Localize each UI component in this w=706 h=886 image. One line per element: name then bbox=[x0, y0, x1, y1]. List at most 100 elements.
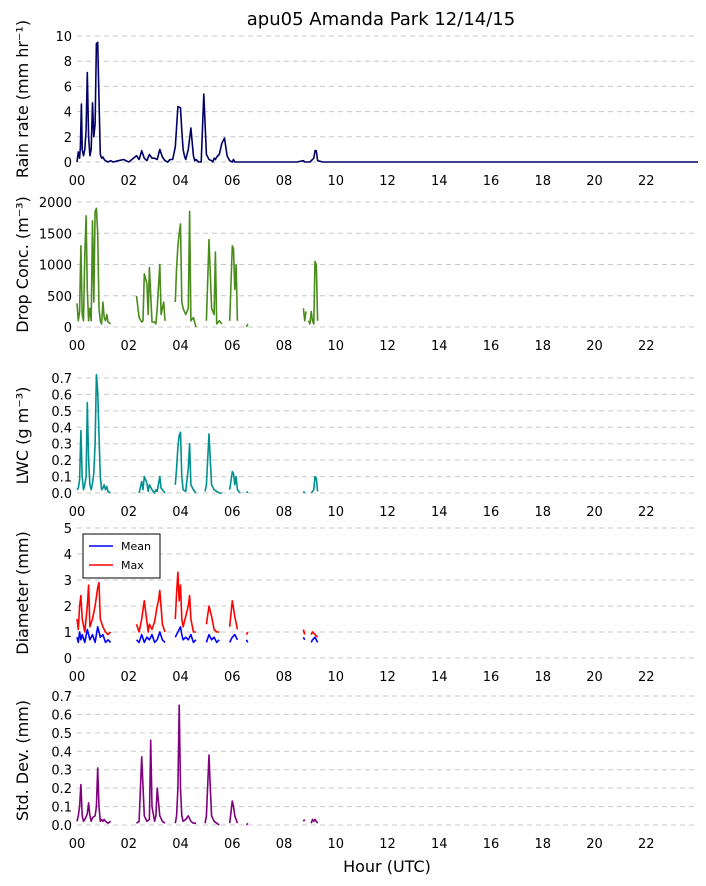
series-line bbox=[302, 490, 306, 494]
y-tick-label: 0.5 bbox=[51, 405, 72, 420]
y-tick-label: 2000 bbox=[39, 196, 72, 211]
x-tick-label: 04 bbox=[172, 174, 189, 189]
y-axis-label: Drop Conc. (m⁻³) bbox=[13, 196, 32, 333]
y-tick-label: 10 bbox=[55, 30, 72, 45]
x-tick-label: 02 bbox=[120, 837, 137, 852]
x-tick-label: 06 bbox=[224, 837, 241, 852]
x-tick-label: 14 bbox=[431, 174, 448, 189]
x-tick-label: 14 bbox=[431, 837, 448, 852]
series-line bbox=[174, 704, 196, 824]
x-tick-label: 08 bbox=[276, 837, 293, 852]
series-line-max bbox=[245, 631, 249, 635]
x-tick-label: 22 bbox=[638, 837, 655, 852]
series-line-mean bbox=[302, 636, 306, 641]
series-line bbox=[245, 490, 249, 494]
y-tick-label: 0 bbox=[64, 156, 72, 171]
x-tick-label: 10 bbox=[327, 670, 344, 685]
x-tick-label: 12 bbox=[379, 339, 396, 354]
x-tick-label: 16 bbox=[483, 670, 500, 685]
y-axis-label: Diameter (mm) bbox=[13, 531, 32, 654]
series-line bbox=[228, 245, 239, 321]
y-axis-label: Rain rate (mm hr⁻¹) bbox=[13, 20, 32, 178]
x-tick-label: 22 bbox=[638, 670, 655, 685]
y-tick-label: 1000 bbox=[39, 259, 72, 274]
series-line bbox=[228, 800, 239, 824]
x-tick-label: 20 bbox=[586, 174, 603, 189]
series-line bbox=[204, 754, 220, 826]
x-tick-label: 12 bbox=[379, 837, 396, 852]
x-tick-label: 14 bbox=[431, 505, 448, 520]
x-tick-label: 02 bbox=[120, 174, 137, 189]
y-tick-label: 0.7 bbox=[51, 690, 72, 705]
x-tick-label: 00 bbox=[69, 670, 86, 685]
legend-box bbox=[82, 533, 161, 579]
y-tick-label: 1 bbox=[64, 626, 72, 641]
series-line-mean bbox=[174, 626, 197, 644]
x-tick-label: 00 bbox=[69, 837, 86, 852]
y-tick-label: 0.2 bbox=[51, 454, 72, 469]
x-tick-label: 08 bbox=[276, 174, 293, 189]
series-line-mean bbox=[76, 626, 112, 644]
y-tick-label: 0 bbox=[64, 652, 72, 667]
series-line bbox=[138, 475, 166, 494]
series-line bbox=[174, 431, 197, 494]
y-tick-label: 8 bbox=[64, 55, 72, 70]
y-tick-label: 0.2 bbox=[51, 782, 72, 797]
panel-5: 0.0 0.1 0.2 0.3 0.4 0.5 0.6 0.7 00 02 04 06 08 10 12 14… bbox=[13, 690, 698, 852]
x-tick-label: 04 bbox=[172, 837, 189, 852]
x-tick-label: 18 bbox=[534, 837, 551, 852]
y-tick-label: 0.6 bbox=[51, 708, 72, 723]
y-tick-label: 2 bbox=[64, 600, 72, 615]
y-tick-label: 0.5 bbox=[51, 727, 72, 742]
series-line-max bbox=[135, 589, 166, 633]
y-axis-label: Std. Dev. (mm) bbox=[13, 700, 32, 821]
x-tick-label: 22 bbox=[638, 174, 655, 189]
series-line bbox=[307, 260, 319, 325]
x-tick-label: 14 bbox=[431, 670, 448, 685]
series-line bbox=[76, 207, 112, 325]
y-tick-label: 0.0 bbox=[51, 487, 72, 502]
x-tick-label: 12 bbox=[379, 505, 396, 520]
series-line bbox=[174, 210, 197, 328]
legend: Mean Max bbox=[82, 533, 161, 579]
x-tick-label: 16 bbox=[483, 174, 500, 189]
x-tick-label: 18 bbox=[534, 670, 551, 685]
series-line-max bbox=[205, 605, 220, 633]
series-line bbox=[302, 308, 307, 322]
x-tick-label: 02 bbox=[120, 339, 137, 354]
x-tick-label: 18 bbox=[534, 339, 551, 354]
y-tick-label: 1500 bbox=[39, 227, 72, 242]
x-tick-label: 08 bbox=[276, 670, 293, 685]
x-tick-label: 06 bbox=[224, 174, 241, 189]
x-tick-label: 18 bbox=[534, 174, 551, 189]
y-axis-label: LWC (g m⁻³) bbox=[13, 387, 32, 485]
legend-label: Max bbox=[121, 559, 144, 572]
x-tick-label: 20 bbox=[586, 670, 603, 685]
y-tick-label: 0 bbox=[64, 321, 72, 336]
series-line bbox=[76, 373, 112, 494]
y-tick-label: 3 bbox=[64, 574, 72, 589]
x-tick-label: 12 bbox=[379, 174, 396, 189]
x-axis-label: Hour (UTC) bbox=[343, 857, 431, 876]
x-tick-label: 00 bbox=[69, 339, 86, 354]
series-line-max bbox=[310, 631, 319, 638]
x-tick-label: 10 bbox=[327, 505, 344, 520]
x-tick-label: 22 bbox=[638, 505, 655, 520]
x-tick-label: 02 bbox=[120, 505, 137, 520]
series-line-mean bbox=[135, 631, 166, 644]
series-line bbox=[310, 475, 319, 494]
legend-label: Mean bbox=[121, 540, 151, 553]
y-tick-label: 5 bbox=[64, 522, 72, 537]
series-line-max bbox=[76, 581, 112, 636]
y-tick-label: 0.6 bbox=[51, 388, 72, 403]
series-line bbox=[135, 263, 166, 325]
x-tick-label: 00 bbox=[69, 174, 86, 189]
series-line-max bbox=[228, 600, 239, 630]
y-tick-label: 0.1 bbox=[51, 471, 72, 486]
x-tick-label: 22 bbox=[638, 339, 655, 354]
series-line-mean bbox=[245, 639, 249, 643]
